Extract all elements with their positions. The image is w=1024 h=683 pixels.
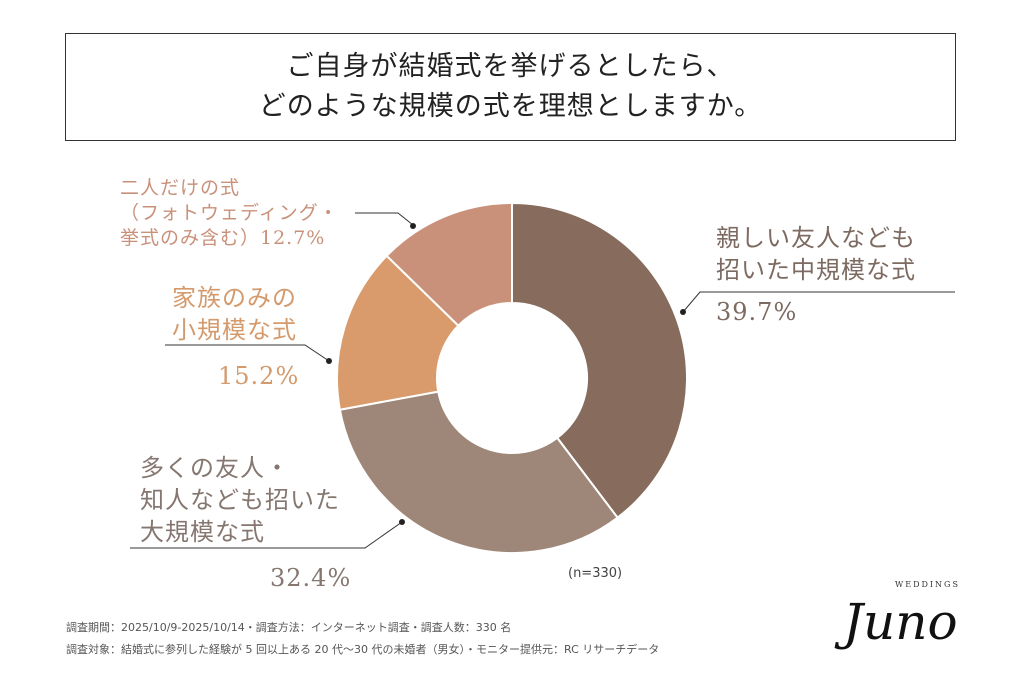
label-large-value: 32.4%: [270, 564, 352, 592]
title-line-1: ご自身が結婚式を挙げるとしたら、: [286, 51, 735, 82]
juno-logo: WEDDINGS Juno: [835, 580, 975, 670]
label-large-line1: 多くの友人・: [140, 454, 290, 482]
label-medium-line1: 親しい友人なども: [716, 224, 916, 252]
leader-dot-two: [410, 223, 416, 229]
donut-slice-3: [385, 201, 513, 328]
leader-line-two: [355, 212, 414, 226]
title-box: ご自身が結婚式を挙げるとしたら、 どのような規模の式を理想としますか。: [65, 33, 956, 141]
label-medium-value: 39.7%: [716, 298, 798, 326]
sample-size-note: (n=330): [568, 566, 623, 581]
logo-sub: WEDDINGS: [895, 580, 960, 589]
label-small-line2: 小規模な式: [172, 316, 297, 344]
leader-line-small: [165, 344, 330, 362]
footer-survey-period: 調査期間：2025/10/9-2025/10/14・調査方法：インターネット調査…: [66, 621, 512, 634]
footer-survey-target: 調査対象：結婚式に参列した経験が 5 回以上ある 20 代〜30 代の未婚者（男…: [66, 643, 660, 656]
label-two-line2: （フォトウェディング・: [120, 202, 339, 224]
label-small: 家族のみの 小規模な式 15.2%: [172, 282, 299, 392]
label-medium: 親しい友人なども 招いた中規模な式 39.7%: [716, 222, 916, 328]
donut-slice-0: [511, 201, 688, 520]
label-two-line1: 二人だけの式: [120, 177, 241, 199]
label-two-line3: 挙式のみ含む）12.7%: [120, 227, 326, 249]
title-line-2: どのような規模の式を理想としますか。: [258, 91, 763, 122]
leader-dot-large: [399, 519, 405, 525]
label-small-line1: 家族のみの: [172, 284, 297, 312]
logo-name: Juno: [843, 593, 958, 651]
leader-line-large: [130, 521, 403, 549]
leader-lines: [130, 212, 955, 549]
label-two: 二人だけの式 （フォトウェディング・ 挙式のみ含む）12.7%: [120, 176, 339, 251]
label-medium-line2: 招いた中規模な式: [716, 256, 916, 284]
label-large-line3: 大規模な式: [140, 518, 265, 546]
leader-dot-mid: [680, 309, 686, 315]
donut-slice-1: [338, 390, 619, 554]
label-large: 多くの友人・ 知人なども招いた 大規模な式 32.4%: [140, 452, 351, 594]
leader-line-mid: [682, 291, 955, 313]
leader-dot-small: [326, 358, 332, 364]
label-small-value: 15.2%: [218, 362, 300, 390]
label-large-line2: 知人なども招いた: [140, 486, 340, 514]
donut-slice-2: [336, 254, 460, 411]
